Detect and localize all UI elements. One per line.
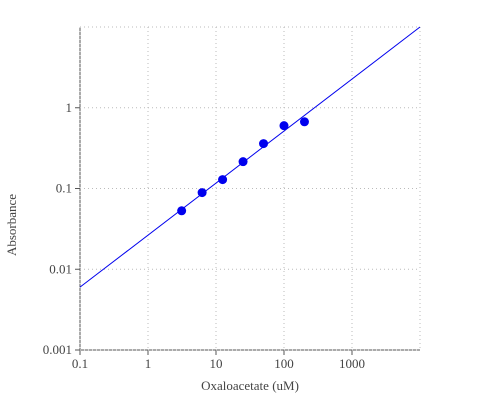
data-point (259, 139, 269, 149)
data-point (238, 157, 248, 167)
data-point (299, 117, 309, 127)
y-tick-label: 0.01 (49, 261, 72, 276)
y-tick-label: 1 (66, 100, 73, 115)
x-tick-label: 10 (210, 356, 223, 371)
data-point (197, 188, 207, 198)
x-tick-label: 1000 (339, 356, 365, 371)
data-point (177, 206, 187, 216)
x-tick-label: 100 (274, 356, 294, 371)
x-tick-label: 0.1 (72, 356, 88, 371)
data-point (279, 121, 289, 131)
y-tick-label: 0.001 (43, 342, 72, 357)
fit-line (79, 26, 421, 288)
data-point (218, 175, 228, 185)
x-axis-title: Oxaloacetate (uM) (201, 378, 299, 393)
y-axis-title: Absorbance (4, 194, 19, 256)
x-tick-label: 1 (145, 356, 152, 371)
y-tick-label: 0.1 (56, 181, 72, 196)
